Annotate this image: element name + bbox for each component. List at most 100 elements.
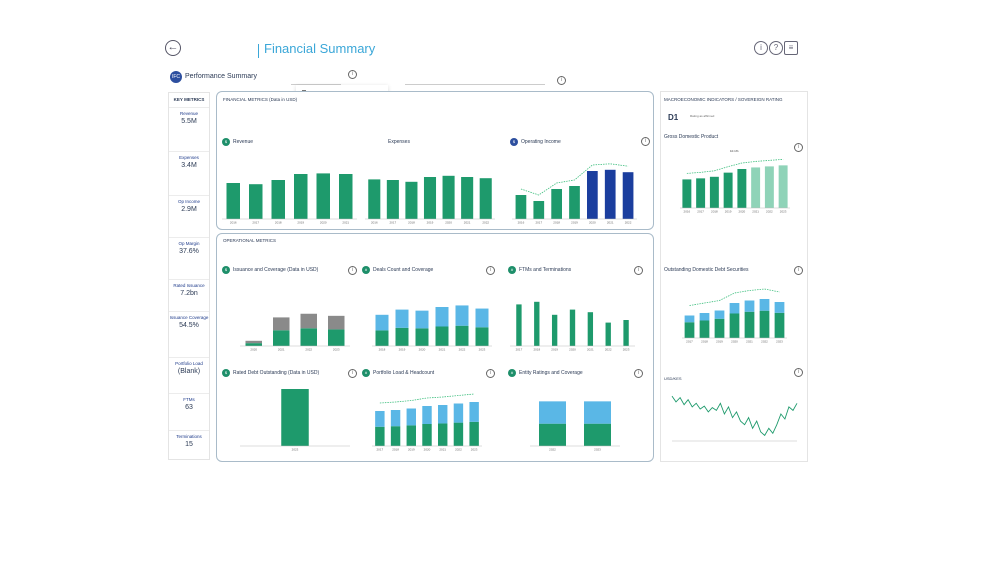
bar-segment[interactable] xyxy=(774,302,785,313)
bar-segment[interactable] xyxy=(455,305,469,326)
bar-segment[interactable] xyxy=(375,411,385,427)
bar[interactable] xyxy=(604,169,616,219)
bar-segment[interactable] xyxy=(729,313,740,339)
bar[interactable] xyxy=(226,183,241,219)
bar-segment[interactable] xyxy=(245,340,263,344)
bar-segment[interactable] xyxy=(539,401,566,424)
bar[interactable] xyxy=(696,178,706,208)
bar[interactable] xyxy=(461,177,474,219)
c3-info-icon[interactable]: i xyxy=(634,266,643,275)
bar[interactable] xyxy=(534,301,540,346)
c4-info-icon[interactable]: i xyxy=(348,369,357,378)
bar-segment[interactable] xyxy=(539,423,566,446)
filter-info-icon[interactable]: i xyxy=(348,70,357,79)
c2-info-icon[interactable]: i xyxy=(486,266,495,275)
bar-segment[interactable] xyxy=(328,315,345,330)
bar[interactable] xyxy=(587,171,598,219)
bar-segment[interactable] xyxy=(435,326,449,347)
bar-segment[interactable] xyxy=(435,307,449,327)
bar-segment[interactable] xyxy=(438,405,448,424)
bar-segment[interactable] xyxy=(395,309,409,328)
bar[interactable] xyxy=(605,322,611,346)
debt-info-icon[interactable]: i xyxy=(794,266,803,275)
bar[interactable] xyxy=(386,180,399,219)
bar[interactable] xyxy=(515,195,527,219)
bar-segment[interactable] xyxy=(584,401,611,424)
bar-segment[interactable] xyxy=(714,310,725,319)
bar[interactable] xyxy=(723,172,733,208)
key-metric-card[interactable]: Op Margin 37.6% xyxy=(169,237,209,274)
bar-segment[interactable] xyxy=(455,325,469,346)
bar-segment[interactable] xyxy=(422,406,432,424)
settings-icon[interactable]: ≡ xyxy=(784,41,798,55)
bar[interactable] xyxy=(622,172,634,219)
c1-info-icon[interactable]: i xyxy=(348,266,357,275)
bar-segment[interactable] xyxy=(744,311,755,338)
bar-segment[interactable] xyxy=(774,312,785,338)
key-metric-card[interactable]: FTMs 63 xyxy=(169,393,209,430)
bar-segment[interactable] xyxy=(684,322,695,338)
bar-segment[interactable] xyxy=(699,320,710,339)
bar-segment[interactable] xyxy=(328,329,345,346)
key-metric-card[interactable]: Op Income 2.9M xyxy=(169,195,209,232)
bar-segment[interactable] xyxy=(475,308,489,328)
bar-segment[interactable] xyxy=(438,423,448,446)
bar-segment[interactable] xyxy=(422,424,432,446)
bar-segment[interactable] xyxy=(469,402,479,422)
bar-segment[interactable] xyxy=(415,310,429,329)
help-icon[interactable]: ? xyxy=(769,41,783,55)
bar[interactable] xyxy=(316,173,331,219)
bar-segment[interactable] xyxy=(584,423,611,446)
bar[interactable] xyxy=(442,175,455,219)
bar-segment[interactable] xyxy=(453,422,464,446)
gdp-info-icon[interactable]: i xyxy=(794,143,803,152)
c5-info-icon[interactable]: i xyxy=(486,369,495,378)
bar-segment[interactable] xyxy=(395,327,409,346)
key-metric-card[interactable]: Rated Issuance 7.2bn xyxy=(169,279,209,316)
key-metric-card[interactable]: Terminations 15 xyxy=(169,430,209,467)
back-button[interactable]: ← xyxy=(165,40,181,56)
bar-segment[interactable] xyxy=(273,330,290,346)
bar[interactable] xyxy=(249,184,263,219)
bar-segment[interactable] xyxy=(390,426,401,446)
bar[interactable] xyxy=(405,181,418,219)
bar[interactable] xyxy=(682,179,692,208)
key-metric-card[interactable]: Issuance Coverage 54.5% xyxy=(169,311,209,348)
bar[interactable] xyxy=(551,314,558,346)
bar-segment[interactable] xyxy=(375,314,389,331)
bar-segment[interactable] xyxy=(729,303,740,314)
bar-segment[interactable] xyxy=(406,425,416,446)
bar-segment[interactable] xyxy=(699,313,710,321)
bar[interactable] xyxy=(778,165,788,208)
bar[interactable] xyxy=(281,389,309,446)
bar-segment[interactable] xyxy=(406,408,416,426)
bar[interactable] xyxy=(587,312,594,346)
bar-segment[interactable] xyxy=(759,299,770,311)
bar-segment[interactable] xyxy=(469,421,479,446)
bar-segment[interactable] xyxy=(759,310,770,338)
bar-segment[interactable] xyxy=(714,318,725,338)
bar[interactable] xyxy=(709,176,719,208)
bar[interactable] xyxy=(569,186,580,219)
bar[interactable] xyxy=(751,167,761,208)
key-metric-card[interactable]: Revenue 5.5M xyxy=(169,107,209,144)
bar[interactable] xyxy=(764,166,774,208)
fx-info-icon[interactable]: i xyxy=(794,368,803,377)
key-metric-card[interactable]: Portfolio Load (Blank) xyxy=(169,357,209,394)
bar[interactable] xyxy=(516,304,522,346)
bar[interactable] xyxy=(368,179,381,219)
key-metric-card[interactable]: Expenses 3.4M xyxy=(169,151,209,188)
filter-info-icon-2[interactable]: i xyxy=(557,76,566,85)
bar-segment[interactable] xyxy=(375,330,389,346)
bar[interactable] xyxy=(339,174,353,219)
bar-segment[interactable] xyxy=(390,410,401,427)
bar[interactable] xyxy=(479,178,492,219)
bar-segment[interactable] xyxy=(415,328,429,346)
bar-segment[interactable] xyxy=(300,313,318,329)
bar-segment[interactable] xyxy=(475,327,489,346)
bar[interactable] xyxy=(271,180,286,219)
bar[interactable] xyxy=(551,189,562,219)
bar[interactable] xyxy=(533,201,545,219)
bar-segment[interactable] xyxy=(453,403,464,423)
bar-segment[interactable] xyxy=(300,328,318,346)
